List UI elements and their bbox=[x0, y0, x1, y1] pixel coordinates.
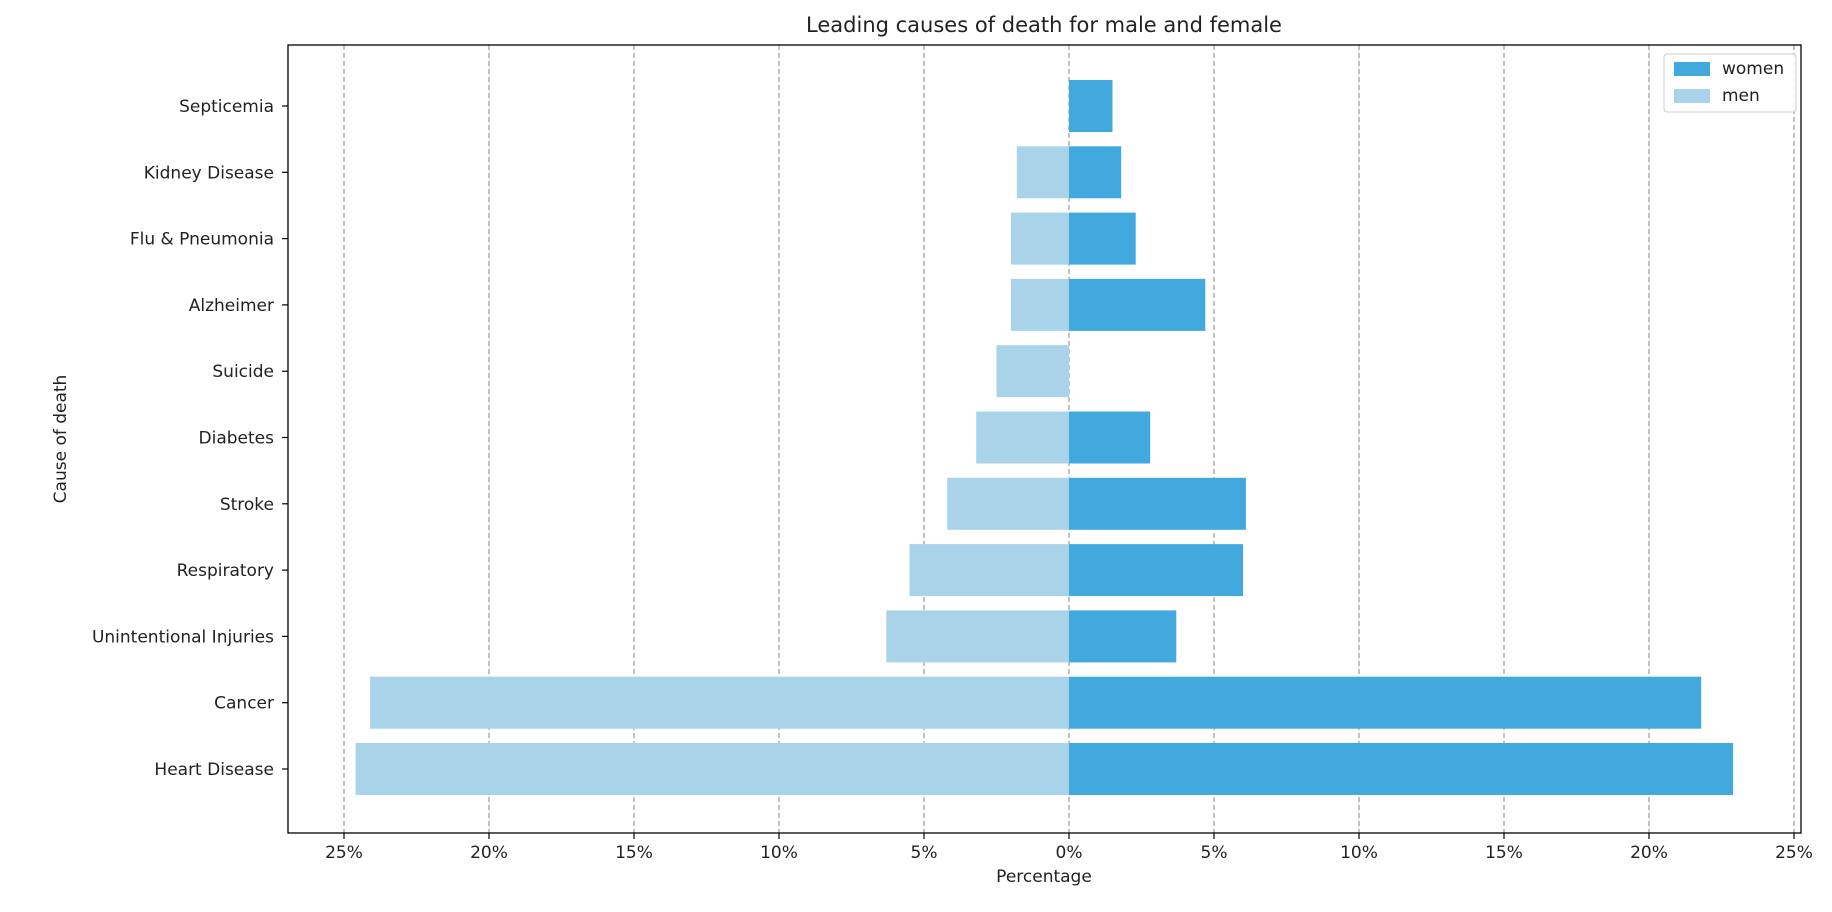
y-tick-label: Septicemia bbox=[179, 97, 274, 117]
bar-women bbox=[1069, 212, 1136, 265]
bar-women bbox=[1069, 411, 1151, 464]
bar-women bbox=[1069, 676, 1702, 729]
x-tick-label: 5% bbox=[911, 843, 938, 863]
bar-men bbox=[1011, 278, 1069, 331]
y-axis-ticks: Heart Disease Cancer Unintentional Injurie… bbox=[92, 97, 288, 780]
bar-men bbox=[886, 610, 1069, 663]
legend-label-men: men bbox=[1722, 86, 1760, 106]
bar-women bbox=[1069, 146, 1122, 199]
y-axis-title: Cause of death bbox=[51, 375, 71, 504]
bar-men bbox=[996, 345, 1069, 398]
x-tick-label: 20% bbox=[470, 843, 508, 863]
bar-women bbox=[1069, 278, 1206, 331]
plot-frame bbox=[287, 44, 1802, 834]
legend-swatch-men bbox=[1674, 89, 1710, 103]
x-tick-label: 15% bbox=[615, 843, 653, 863]
bar-women bbox=[1069, 544, 1243, 597]
bar-men bbox=[370, 676, 1070, 729]
chart-title: Leading causes of death for male and fem… bbox=[806, 13, 1282, 37]
x-tick-label: 10% bbox=[1340, 843, 1378, 863]
y-tick-label: Stroke bbox=[220, 495, 274, 515]
y-tick-label: Suicide bbox=[212, 362, 274, 382]
y-tick-label: Diabetes bbox=[199, 429, 275, 449]
y-tick-label: Cancer bbox=[214, 694, 274, 714]
y-tick-label: Alzheimer bbox=[189, 296, 274, 316]
bar-women bbox=[1069, 743, 1734, 795]
x-axis-title: Percentage bbox=[996, 867, 1092, 887]
x-tick-label: 15% bbox=[1485, 843, 1523, 863]
bar-men bbox=[1011, 212, 1069, 265]
y-tick-label: Kidney Disease bbox=[144, 163, 274, 183]
legend-swatch-women bbox=[1674, 62, 1710, 76]
bar-men bbox=[355, 743, 1070, 795]
bar-women bbox=[1069, 610, 1177, 663]
y-tick-label: Heart Disease bbox=[154, 760, 274, 780]
bar-women bbox=[1069, 477, 1246, 530]
bar-women bbox=[1069, 80, 1113, 132]
x-tick-label: 0% bbox=[1056, 843, 1083, 863]
x-tick-label: 25% bbox=[325, 843, 363, 863]
x-tick-label: 20% bbox=[1630, 843, 1668, 863]
bar-men bbox=[947, 477, 1069, 530]
x-tick-label: 10% bbox=[760, 843, 798, 863]
legend-label-women: women bbox=[1722, 59, 1784, 79]
x-axis-ticks: 25% 20% 15% 10% 5% 0% 5% 10% 15% 20% 25% bbox=[325, 833, 1813, 863]
bar-men bbox=[909, 544, 1069, 597]
y-tick-label: Unintentional Injuries bbox=[92, 627, 274, 647]
y-tick-label: Flu & Pneumonia bbox=[130, 230, 274, 250]
x-tick-label: 5% bbox=[1201, 843, 1228, 863]
legend: women men bbox=[1663, 53, 1797, 113]
bar-men bbox=[1016, 146, 1069, 199]
y-tick-label: Respiratory bbox=[177, 561, 274, 581]
bars bbox=[355, 80, 1734, 795]
x-tick-label: 25% bbox=[1775, 843, 1813, 863]
bar-men bbox=[976, 411, 1069, 464]
